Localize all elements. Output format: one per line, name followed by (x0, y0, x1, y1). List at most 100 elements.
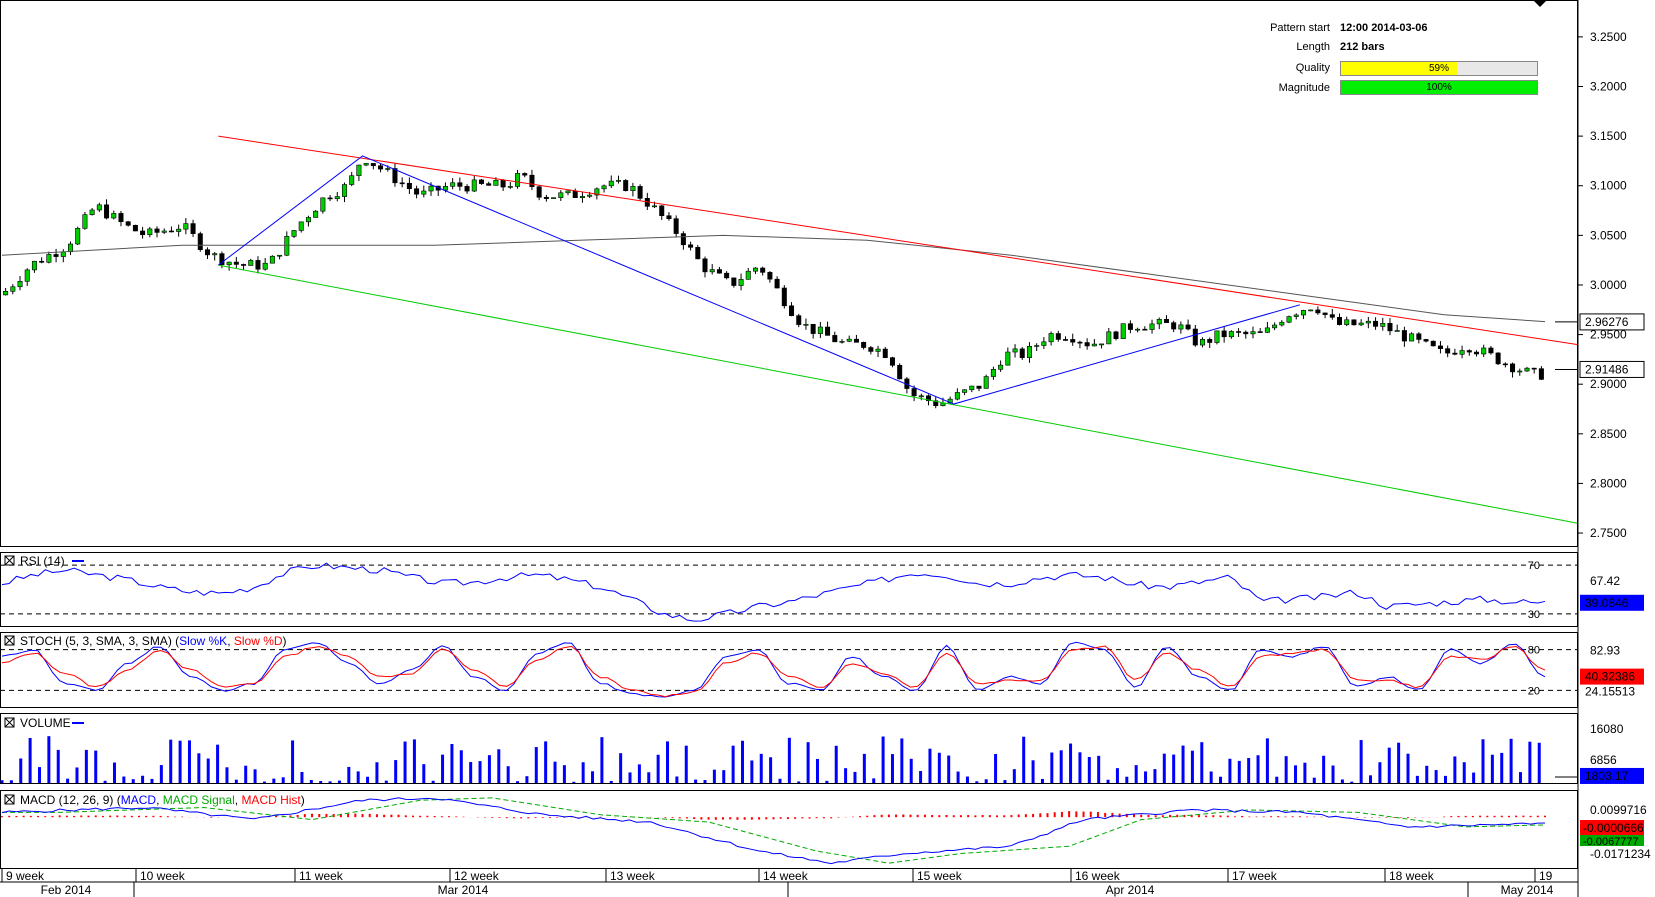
volume-bar (1537, 742, 1541, 783)
volume-bar (919, 771, 923, 783)
volume-bar (1369, 775, 1373, 783)
volume-bar (1303, 762, 1307, 783)
candle-body-192 (1387, 323, 1393, 332)
macd-plot (1, 797, 1546, 865)
candle-body-145 (1048, 333, 1054, 343)
macd-line (1, 797, 1546, 865)
candle-body-187 (1351, 319, 1357, 326)
volume-bar (1106, 779, 1110, 783)
candle-body-66 (478, 179, 484, 184)
stoch-legend-d: Slow %D (234, 634, 283, 648)
volume-bar (1237, 760, 1241, 783)
candle-body-135 (976, 385, 982, 389)
volume-bar (431, 780, 435, 783)
candle-body-207 (1495, 352, 1501, 365)
candle-body-78 (565, 190, 571, 194)
rsi-title: RSI (14) (20, 554, 65, 568)
candle-body-178 (1286, 316, 1292, 323)
volume-bar (37, 767, 41, 783)
candle-body-45 (327, 197, 333, 200)
candle-body-46 (334, 196, 340, 199)
volume-bar (309, 780, 313, 783)
volume-bar (994, 754, 998, 783)
volume-bar (1322, 755, 1326, 783)
candle-body-74 (536, 186, 542, 198)
volume-bar (262, 781, 266, 783)
candle-body-36 (262, 262, 268, 270)
volume-bar (1397, 742, 1401, 783)
volume-bar (712, 769, 716, 783)
volume-tick-label-1: 6856 (1590, 753, 1617, 767)
moving-average-line (1, 234, 1546, 323)
axes: 3.2500 3.2000 3.1500 3.1000 3.0500 3.0000 2.95… (1, 30, 1651, 897)
y-tick-label-6: 2.9500 (1590, 328, 1627, 342)
week-label-5: 14 week (763, 869, 809, 883)
candle-body-110 (796, 315, 802, 325)
candle-body-73 (529, 174, 535, 188)
candle-body-70 (507, 186, 513, 188)
volume-bar (1022, 736, 1026, 783)
candle-body-182 (1315, 309, 1321, 314)
volume-bar (94, 750, 98, 783)
candle-body-159 (1149, 323, 1155, 330)
y-tick-label-10: 2.7500 (1590, 526, 1627, 540)
week-label-10: 19 (1539, 869, 1553, 883)
volume-tick-label-0: 16080 (1590, 722, 1624, 736)
volume-bar (778, 778, 782, 783)
candle-body-52 (378, 165, 384, 170)
volume-bar (525, 776, 529, 783)
candle-body-172 (1243, 331, 1249, 335)
rsi-value-label: 39.0846 (1585, 596, 1629, 610)
candle-body-9 (67, 243, 73, 253)
volume-bar (937, 752, 941, 783)
last-price-label: 2.91486 (1585, 362, 1629, 376)
volume-bar (159, 765, 163, 783)
volume-bar (1462, 762, 1466, 783)
candle-body-111 (803, 323, 809, 326)
volume-bar (394, 760, 398, 783)
volume-bar (656, 754, 660, 783)
candle-body-191 (1380, 323, 1386, 327)
candle-body-68 (493, 179, 499, 186)
volume-bar (122, 776, 126, 783)
rsi-title-group: RSI (14) (4, 554, 84, 568)
volume-bar (703, 780, 707, 783)
y-tick-label-8: 2.8500 (1590, 427, 1627, 441)
candle-body-205 (1481, 347, 1487, 355)
candle-body-53 (385, 168, 391, 170)
volume-bar (1125, 776, 1129, 783)
volume-bar (1490, 754, 1494, 783)
candle-body-27 (197, 233, 203, 250)
volume-bar (600, 737, 604, 783)
volume-bar (572, 781, 576, 783)
candle-body-139 (1005, 351, 1011, 366)
candle-body-175 (1264, 327, 1270, 333)
volume-bar (356, 771, 360, 783)
candle-body-104 (752, 267, 758, 272)
candle-body-40 (291, 230, 297, 237)
candle-body-7 (53, 254, 59, 257)
upper-trendline (218, 135, 1578, 345)
candle-body-119 (861, 342, 867, 348)
candle-body-58 (421, 190, 427, 195)
candle-body-134 (969, 385, 975, 391)
candle-body-169 (1221, 330, 1227, 338)
candle-body-64 (464, 186, 470, 192)
volume-bar (1115, 768, 1119, 783)
candle-body-75 (543, 196, 549, 199)
volume-bar (169, 739, 173, 783)
candle-body-183 (1322, 312, 1328, 315)
volume-bar (900, 738, 904, 783)
candle-body-16 (118, 213, 124, 223)
volume-bar (1247, 758, 1251, 783)
volume-bar (1031, 760, 1035, 783)
volume-bar (403, 741, 407, 783)
candle-body-67 (486, 183, 492, 186)
quality-label: Quality (1295, 62, 1330, 74)
volume-bar (516, 781, 520, 783)
volume-bar (769, 757, 773, 783)
candle-body-56 (406, 182, 412, 190)
candle-body-25 (183, 223, 189, 230)
candle-body-38 (277, 254, 283, 257)
candle-body-1 (10, 286, 16, 292)
